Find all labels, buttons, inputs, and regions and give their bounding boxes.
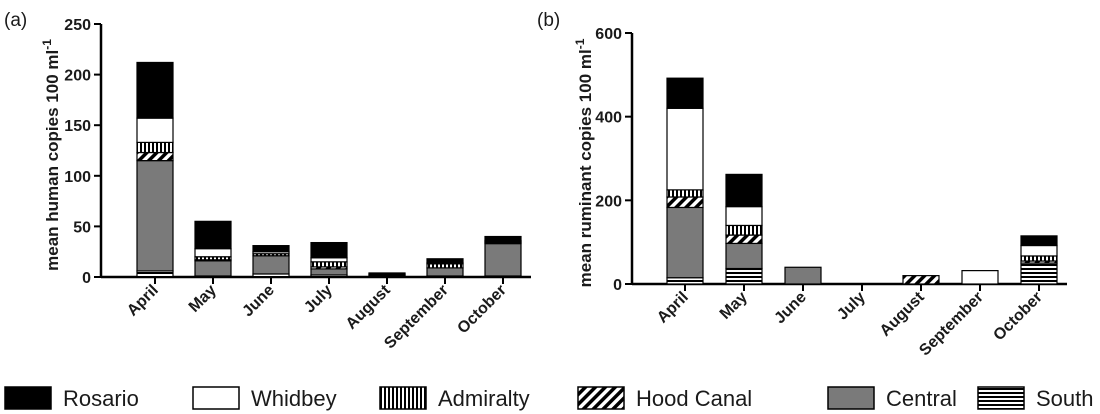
panel-a-bar-september-admiralty	[426, 263, 464, 269]
legend-swatch-south	[977, 386, 1025, 410]
legend-label-whidbey: Whidbey	[251, 386, 337, 411]
panel-b-ylabel-text: mean ruminant copies 100 ml	[576, 49, 595, 287]
panel-b-bar-may-rosario	[725, 173, 763, 208]
panel-b-bar-may-admiralty	[725, 224, 763, 236]
panel-a-bar-october-central	[484, 243, 522, 277]
panel-b-bar-may-hood-canal	[725, 234, 763, 245]
panel-b-bar-october-rosario	[1020, 235, 1058, 247]
panel-b-y-tick-label: 200	[595, 193, 622, 210]
panel-a-x-tick-label-june: June	[239, 282, 277, 320]
legend-item-admiralty: Admiralty	[379, 386, 530, 411]
panel-b-ylabel: mean ruminant copies 100 ml-1	[573, 38, 595, 287]
panel-a-bar-may-whidbey	[194, 248, 232, 258]
legend-item-whidbey: Whidbey	[192, 386, 337, 411]
legend: Rosario Whidbey Admiralty Hood Canal Central…	[4, 386, 1094, 411]
panel-b-bar-august-hood-canal	[902, 275, 940, 285]
panel-b-bar-april-hood-canal	[666, 196, 704, 209]
panel-a-bar-april-central	[136, 160, 174, 272]
panel-b-bar-october-south	[1020, 262, 1058, 285]
panel-a-y-tick-label: 200	[64, 68, 91, 85]
panel-a-x-tick-label-august: August	[343, 281, 394, 332]
panel-a-bar-september-rosario	[426, 258, 464, 264]
panel-a-bar-july-central	[310, 268, 348, 276]
legend-item-central: Central	[827, 386, 957, 411]
panel-b-x-tick-label-august: August	[877, 288, 928, 339]
legend-item-rosario: Rosario	[4, 386, 139, 411]
panel-a-x-tick-label-july: July	[301, 282, 336, 317]
panel-b-bar-april-whidbey	[666, 107, 704, 191]
panel-a-bar-may-rosario	[194, 220, 232, 250]
panel-a-x-tick-label-october: October	[454, 282, 509, 337]
panel-b-y-tick-label: 0	[613, 277, 622, 294]
legend-item-south: South	[977, 386, 1094, 411]
panel-b-y-tick-label: 600	[595, 26, 622, 43]
panel-a-bar-april-admiralty	[136, 141, 174, 154]
panel-a-y-tick-label: 100	[64, 169, 91, 186]
panel-b-bar-october-admiralty	[1020, 255, 1058, 262]
panel-a-label: (a)	[4, 10, 27, 31]
panel-a-bar-july-admiralty	[310, 261, 348, 268]
panel-b-bar-september-whidbey	[961, 270, 999, 285]
panel-b-bar-april-south	[666, 277, 704, 285]
panel-a-ylabel-sup: -1	[40, 39, 54, 50]
panel-a-y-tick-label: 0	[82, 270, 91, 287]
panel-b-plot: 0 200 400 600 April May June July AugustSeptembe…	[595, 26, 1067, 359]
panel-b-x-tick-label-june: June	[771, 289, 809, 327]
legend-swatch-rosario	[4, 386, 52, 410]
panel-b-bar-may-south	[725, 267, 763, 285]
legend-swatch-hood-canal	[577, 386, 625, 410]
panel-a: (a) mean human copies 100 ml-1 0 50 100 150…	[4, 10, 531, 352]
panel-b-ylabel-sup: -1	[573, 38, 587, 49]
panel-a-bar-april-south	[136, 270, 174, 278]
panel-b-bar-april-admiralty	[666, 189, 704, 198]
panel-a-bar-july-rosario	[310, 241, 348, 259]
panel-b-x-tick-label-october: October	[990, 289, 1045, 344]
panel-a-bar-june-rosario	[252, 245, 290, 253]
panel-b-x-tick-label-july: July	[834, 289, 869, 324]
panel-a-y-tick-label: 50	[73, 219, 91, 236]
panel-a-bar-may-central	[194, 260, 232, 277]
legend-item-hood-canal: Hood Canal	[577, 386, 752, 411]
panel-b-bar-april-central	[666, 206, 704, 279]
panel-b-x-tick-label-april: April	[654, 289, 692, 327]
panel-a-bar-august-rosario	[368, 272, 406, 275]
panel-a-bar-april-whidbey	[136, 117, 174, 144]
panel-a-ylabel: mean human copies 100 ml-1	[40, 39, 62, 271]
panel-a-ylabel-text: mean human copies 100 ml	[43, 50, 62, 271]
panel-a-bar-july-whidbey	[310, 257, 348, 263]
panel-a-bar-april-rosario	[136, 61, 174, 119]
panel-b-bar-october-whidbey	[1020, 244, 1058, 257]
panel-b-bar-may-central	[725, 242, 763, 270]
panel-b-bar-may-whidbey	[725, 206, 763, 227]
panel-b-y-tick-label: 400	[595, 110, 622, 127]
panel-b-bar-april-rosario	[666, 77, 704, 109]
legend-label-admiralty: Admiralty	[438, 386, 530, 411]
panel-a-bar-september-central	[426, 267, 464, 277]
legend-label-south: South	[1036, 386, 1094, 411]
panel-a-bar-october-rosario	[484, 235, 522, 242]
legend-swatch-whidbey	[192, 386, 240, 410]
panel-a-x-tick-label-may: May	[186, 282, 220, 316]
panel-a-x-tick-label-april: April	[124, 282, 162, 320]
legend-label-central: Central	[886, 386, 957, 411]
panel-a-y-tick-label: 250	[64, 17, 91, 34]
legend-label-rosario: Rosario	[63, 386, 139, 411]
panel-b: (b) mean ruminant copies 100 ml-1 0 200 40…	[537, 10, 1067, 359]
panel-b-label: (b)	[537, 10, 560, 31]
panel-a-bar-april-hood-canal	[136, 151, 174, 162]
panel-b-x-tick-label-september: September	[916, 289, 987, 360]
legend-label-hood-canal: Hood Canal	[636, 386, 752, 411]
legend-swatch-admiralty	[379, 386, 427, 410]
panel-a-bar-june-central	[252, 255, 290, 275]
panel-b-bar-june-central	[784, 266, 822, 285]
legend-swatch-central	[827, 386, 875, 410]
panel-b-x-tick-label-may: May	[717, 289, 751, 323]
panel-a-y-tick-label: 150	[64, 118, 91, 135]
